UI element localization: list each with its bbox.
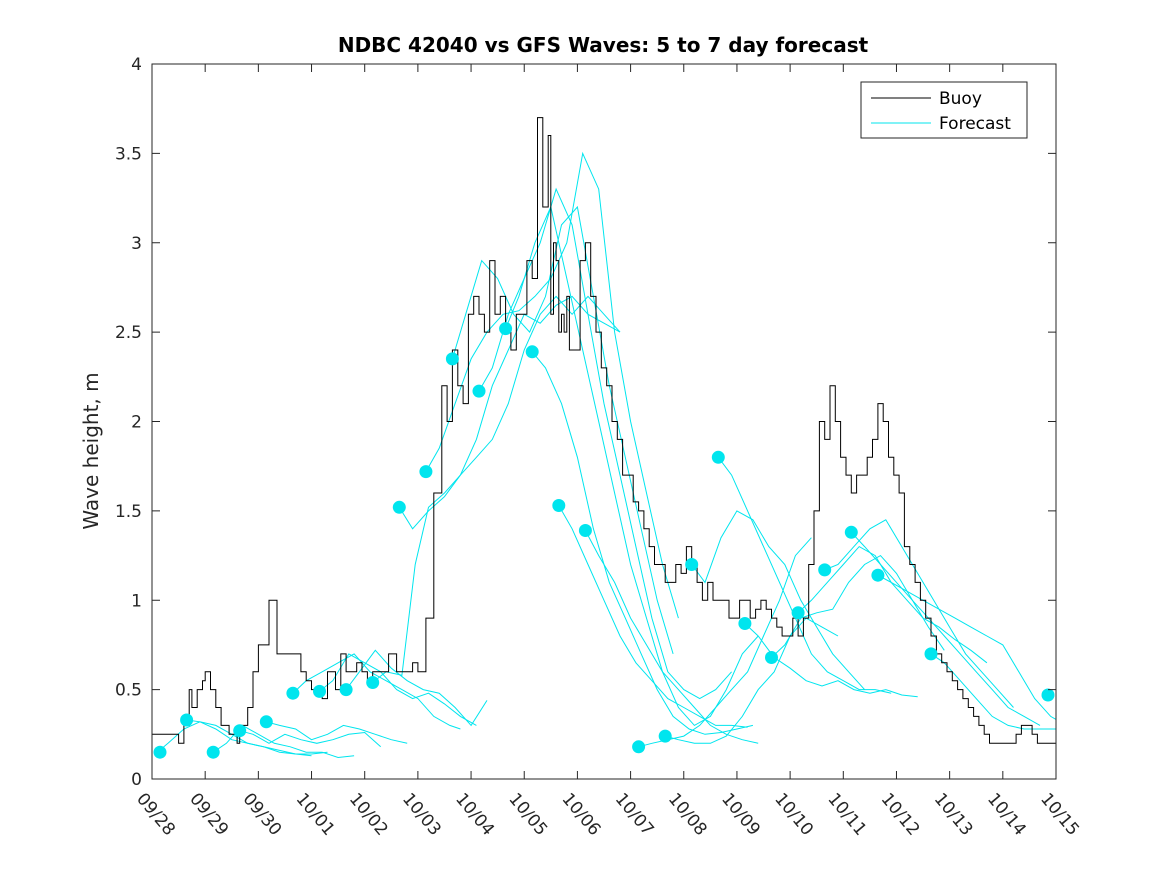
forecast-markers [153, 322, 1055, 759]
forecast-series-line [319, 653, 477, 726]
forecast-marker [791, 606, 805, 620]
forecast-marker [392, 500, 406, 514]
forecast-series-line [665, 617, 839, 744]
forecast-marker [525, 345, 539, 359]
forecast-marker [658, 729, 672, 743]
forecast-marker [259, 715, 273, 729]
forecast-marker [313, 684, 326, 698]
forecast-marker [472, 384, 486, 398]
y-axis: 0 0.5 1 1.5 2 2.5 3 3.5 4 [115, 55, 1056, 790]
forecast-marker [738, 617, 752, 630]
forecast-marker [632, 740, 646, 754]
forecast-series-line [691, 510, 865, 690]
y-tick-label: 2 [131, 413, 142, 433]
forecast-series-line [451, 205, 674, 655]
forecast-marker [924, 647, 938, 661]
forecast-marker [765, 651, 778, 664]
y-axis-label: Wave height, m [79, 372, 103, 529]
forecast-marker [153, 745, 167, 759]
forecast-series-line [266, 721, 408, 744]
forecast-marker [871, 568, 885, 582]
x-tick-label: 10/08 [664, 789, 711, 839]
y-tick-label: 4 [131, 55, 142, 75]
y-tick-label: 1.5 [115, 502, 142, 522]
x-tick-label: 10/03 [398, 789, 445, 839]
x-tick-label: 10/14 [983, 789, 1030, 839]
y-tick-label: 0.5 [115, 681, 142, 701]
chart-title: NDBC 42040 vs GFS Waves: 5 to 7 day fore… [338, 33, 869, 57]
y-tick-label: 3.5 [115, 144, 142, 164]
forecast-series-line [930, 653, 1056, 730]
forecast-marker [286, 686, 300, 700]
x-tick-label: 10/01 [292, 789, 339, 839]
forecast-series-line [292, 653, 461, 730]
y-tick-label: 1 [131, 591, 142, 611]
forecast-marker [206, 745, 220, 759]
forecast-series-line [531, 351, 754, 735]
forecast-lines [156, 151, 1056, 759]
x-tick-label: 10/11 [823, 789, 870, 839]
x-tick-label: 10/04 [451, 789, 498, 839]
forecast-series-line [558, 505, 748, 728]
forecast-series-line [186, 719, 328, 755]
x-tick-label: 10/06 [558, 789, 605, 839]
x-tick-label: 09/30 [239, 789, 286, 839]
forecast-series-line [877, 574, 1056, 720]
forecast-marker [499, 322, 513, 336]
buoy-series-line [152, 117, 1056, 744]
forecast-series-line [584, 530, 759, 744]
x-tick-label: 09/28 [132, 789, 179, 839]
y-tick-label: 0 [131, 770, 142, 790]
forecast-marker [1041, 688, 1055, 702]
forecast-marker [445, 352, 459, 366]
forecast-series-line [478, 187, 732, 700]
x-tick-label: 10/10 [770, 789, 817, 839]
x-tick-label: 10/15 [1036, 789, 1083, 839]
forecast-marker [180, 713, 194, 727]
x-tick-label: 10/05 [504, 789, 551, 839]
forecast-marker [419, 465, 433, 479]
x-tick-label: 10/02 [345, 789, 392, 839]
forecast-series-line [239, 730, 382, 748]
forecast-series-line [824, 519, 1014, 708]
x-tick-label: 10/09 [717, 789, 764, 839]
forecast-marker [711, 450, 725, 464]
x-tick-label: 09/29 [185, 789, 232, 839]
forecast-marker [552, 499, 566, 512]
legend-box [860, 81, 1028, 139]
forecast-marker [233, 724, 247, 738]
forecast-series-line [850, 531, 1041, 726]
forecast-marker [818, 563, 832, 577]
x-tick-label: 10/13 [930, 789, 977, 839]
x-tick-label: 10/12 [877, 789, 924, 839]
y-tick-label: 3 [131, 234, 142, 254]
y-tick-label: 2.5 [115, 323, 142, 343]
forecast-marker [844, 525, 858, 539]
forecast-marker [578, 524, 592, 537]
legend-forecast-label: Forecast [939, 114, 1011, 134]
legend: Buoy Forecast [860, 81, 1028, 139]
buoy-line [152, 117, 1056, 744]
legend-buoy-label: Buoy [939, 89, 982, 109]
forecast-marker [685, 558, 699, 571]
plot-area [152, 64, 1056, 779]
forecast-series-line [372, 295, 621, 683]
x-tick-label: 10/07 [611, 789, 658, 839]
forecast-marker [339, 683, 353, 697]
forecast-marker [366, 676, 380, 689]
forecast-series-line [345, 649, 488, 727]
